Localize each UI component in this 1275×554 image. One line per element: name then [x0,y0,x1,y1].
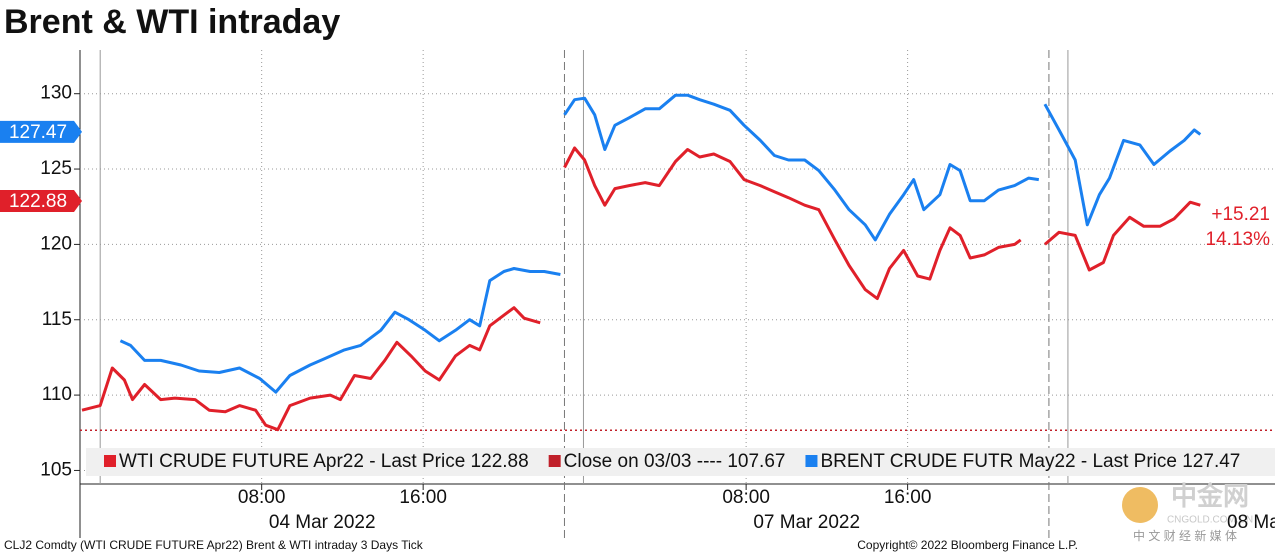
y-tick-label: 115 [42,309,72,330]
y-axis-panel [0,50,80,484]
annotation: 14.13% [1206,229,1271,250]
x-axis-panel [80,484,1275,538]
x-tick-label: 16:00 [399,487,447,508]
y-tick-label: 130 [40,83,72,104]
date-label: 07 Mar 2022 [753,512,860,533]
series-line [119,93,1202,394]
last-price-label: 122.88 [9,191,67,212]
footer: CLJ2 Comdty (WTI CRUDE FUTURE Apr22) Bre… [4,538,424,552]
chart-title: Brent & WTI intraday [4,3,340,41]
x-tick-label: 08:00 [238,487,286,508]
last-price-label: 127.47 [9,122,67,143]
annotation: +15.21 [1211,204,1270,225]
y-tick-label: 120 [40,233,72,254]
date-label: 08 Ma [1227,512,1275,533]
legend-swatch [805,455,818,467]
x-tick-label: 08:00 [722,487,770,508]
watermark-slogan: 中 文 财 经 新 媒 体 [1133,528,1237,543]
legend [86,448,1275,476]
last-price-tag [0,189,82,212]
watermark-url: CNGOLD.COM.CN [1167,515,1253,526]
copyright: Copyright© 2022 Bloomberg Finance L.P. [857,538,1078,552]
legend-label: WTI CRUDE FUTURE Apr22 - Last Price 122.… [119,451,529,472]
y-tick-label: 105 [40,459,72,480]
legend-swatch [548,455,561,467]
legend-label: Close on 03/03 ---- 107.67 [564,451,786,472]
date-label: 04 Mar 2022 [269,512,376,533]
legend-swatch [104,455,116,467]
watermark-title: 中金网 [1171,481,1249,511]
series-line [81,146,1201,432]
y-tick-label: 125 [40,158,72,179]
watermark-logo [1122,487,1158,523]
legend-label: BRENT CRUDE FUTR May22 - Last Price 127.… [820,451,1240,472]
last-price-tag [0,120,82,143]
y-tick-label: 110 [42,384,72,405]
x-tick-label: 16:00 [884,487,932,508]
